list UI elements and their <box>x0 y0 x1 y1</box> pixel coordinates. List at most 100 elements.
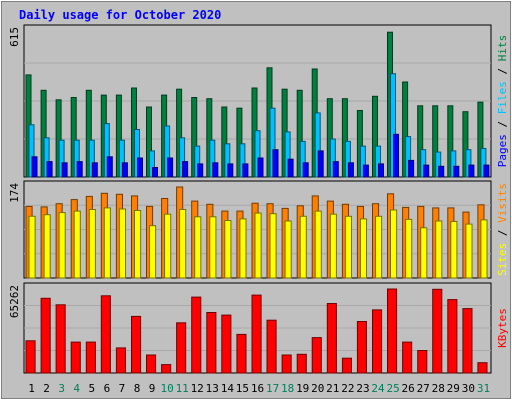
x-tick-label-14: 14 <box>221 382 235 395</box>
x-tick-label-3: 3 <box>58 382 65 395</box>
y-max-label: 65262 <box>8 285 21 318</box>
bar-sites-10 <box>164 213 172 279</box>
bar-kbytes-4 <box>70 341 81 374</box>
panel-legend: Pages / Files / Hits <box>496 35 509 168</box>
y-max-label: 615 <box>8 27 21 47</box>
x-tick-label-1: 1 <box>28 382 35 395</box>
bar-kbytes-2 <box>40 297 51 374</box>
bar-sites-29 <box>450 221 458 279</box>
bar-sites-14 <box>224 220 232 279</box>
bar-kbytes-10 <box>161 364 172 374</box>
bar-pages-2 <box>46 161 53 178</box>
bar-kbytes-28 <box>432 288 443 374</box>
x-tick-label-22: 22 <box>341 382 354 395</box>
bar-pages-29 <box>453 165 460 178</box>
x-axis-labels: 1 2 3 4 5 6 7 8 9 10 11 12 13 14 15 16 17 18 19 20 21 22 23 24 2… <box>28 382 490 395</box>
bar-pages-3 <box>61 162 68 178</box>
bar-pages-10 <box>167 157 174 178</box>
panel-hits-files-pages: 615 Pages / Files / Hits <box>8 24 509 178</box>
bar-pages-23 <box>362 164 369 178</box>
bar-sites-24 <box>375 215 383 279</box>
x-tick-label-5: 5 <box>88 382 95 395</box>
panel-visits-sites: 174 Sites / Visits <box>8 180 509 279</box>
bar-sites-3 <box>58 212 66 279</box>
bar-sites-20 <box>314 210 322 279</box>
bar-pages-12 <box>197 163 204 178</box>
bar-pages-22 <box>347 162 354 178</box>
x-tick-label-2: 2 <box>43 382 50 395</box>
x-tick-label-17: 17 <box>266 382 279 395</box>
bar-kbytes-21 <box>326 303 337 374</box>
bar-kbytes-26 <box>402 341 413 374</box>
legend-pages: Pages <box>496 134 509 167</box>
legend-hits: Hits <box>496 35 509 62</box>
bar-sites-15 <box>239 218 247 279</box>
bar-kbytes-22 <box>341 357 352 374</box>
bar-pages-20 <box>317 150 324 178</box>
x-tick-label-18: 18 <box>281 382 294 395</box>
x-tick-label-26: 26 <box>401 382 414 395</box>
bar-kbytes-17 <box>266 319 277 374</box>
bar-sites-18 <box>284 220 292 279</box>
bar-sites-31 <box>480 219 488 279</box>
bar-sites-4 <box>73 210 81 279</box>
x-tick-label-28: 28 <box>432 382 445 395</box>
bar-kbytes-9 <box>146 354 157 374</box>
bar-sites-11 <box>179 209 187 279</box>
bar-pages-31 <box>483 164 490 178</box>
bar-pages-14 <box>227 163 234 178</box>
bar-sites-2 <box>43 214 51 279</box>
bar-pages-8 <box>137 157 143 178</box>
chart-panels: 615 Pages / Files / Hits 174 Sites / Visits… <box>8 24 509 374</box>
bar-sites-26 <box>405 218 413 279</box>
panel-legend: Sites / Visits <box>496 183 509 276</box>
bar-kbytes-14 <box>221 314 232 374</box>
bar-kbytes-16 <box>251 294 262 374</box>
bar-kbytes-25 <box>387 288 398 374</box>
bar-kbytes-3 <box>55 304 66 374</box>
legend-kbytes: KBytes <box>496 308 509 348</box>
x-tick-label-16: 16 <box>251 382 264 395</box>
bar-kbytes-6 <box>100 295 111 374</box>
x-tick-label-19: 19 <box>296 382 309 395</box>
legend-separator: / <box>496 223 509 243</box>
bar-kbytes-5 <box>85 341 96 374</box>
bar-pages-26 <box>408 159 415 178</box>
bar-pages-15 <box>242 163 249 178</box>
bar-sites-21 <box>329 213 337 279</box>
bar-kbytes-31 <box>477 362 488 374</box>
bar-kbytes-12 <box>191 296 202 374</box>
bar-sites-28 <box>435 220 443 279</box>
x-tick-label-7: 7 <box>119 382 126 395</box>
x-tick-label-6: 6 <box>104 382 111 395</box>
x-tick-label-20: 20 <box>311 382 324 395</box>
y-max-label: 174 <box>8 183 21 203</box>
bar-sites-6 <box>103 207 111 279</box>
bar-pages-19 <box>302 162 309 178</box>
legend-separator: / <box>496 61 509 81</box>
bar-pages-11 <box>182 161 189 178</box>
legend-visits: Visits <box>496 183 509 223</box>
x-tick-label-4: 4 <box>73 382 80 395</box>
bar-kbytes-20 <box>311 337 322 374</box>
x-tick-label-12: 12 <box>191 382 204 395</box>
bar-pages-9 <box>152 167 158 178</box>
bar-pages-30 <box>468 164 475 178</box>
bar-pages-27 <box>423 164 430 178</box>
bar-sites-13 <box>209 216 217 279</box>
x-tick-label-15: 15 <box>236 382 249 395</box>
bar-kbytes-19 <box>296 353 307 374</box>
bar-pages-13 <box>212 162 219 178</box>
x-tick-label-27: 27 <box>417 382 430 395</box>
bar-pages-21 <box>332 161 339 178</box>
bar-kbytes-24 <box>372 309 383 374</box>
bar-kbytes-30 <box>462 308 473 374</box>
bar-pages-7 <box>121 162 128 178</box>
bar-sites-16 <box>254 212 262 279</box>
x-tick-label-8: 8 <box>134 382 141 395</box>
bar-kbytes-13 <box>206 312 217 374</box>
x-tick-label-30: 30 <box>462 382 475 395</box>
bar-pages-4 <box>76 161 83 178</box>
